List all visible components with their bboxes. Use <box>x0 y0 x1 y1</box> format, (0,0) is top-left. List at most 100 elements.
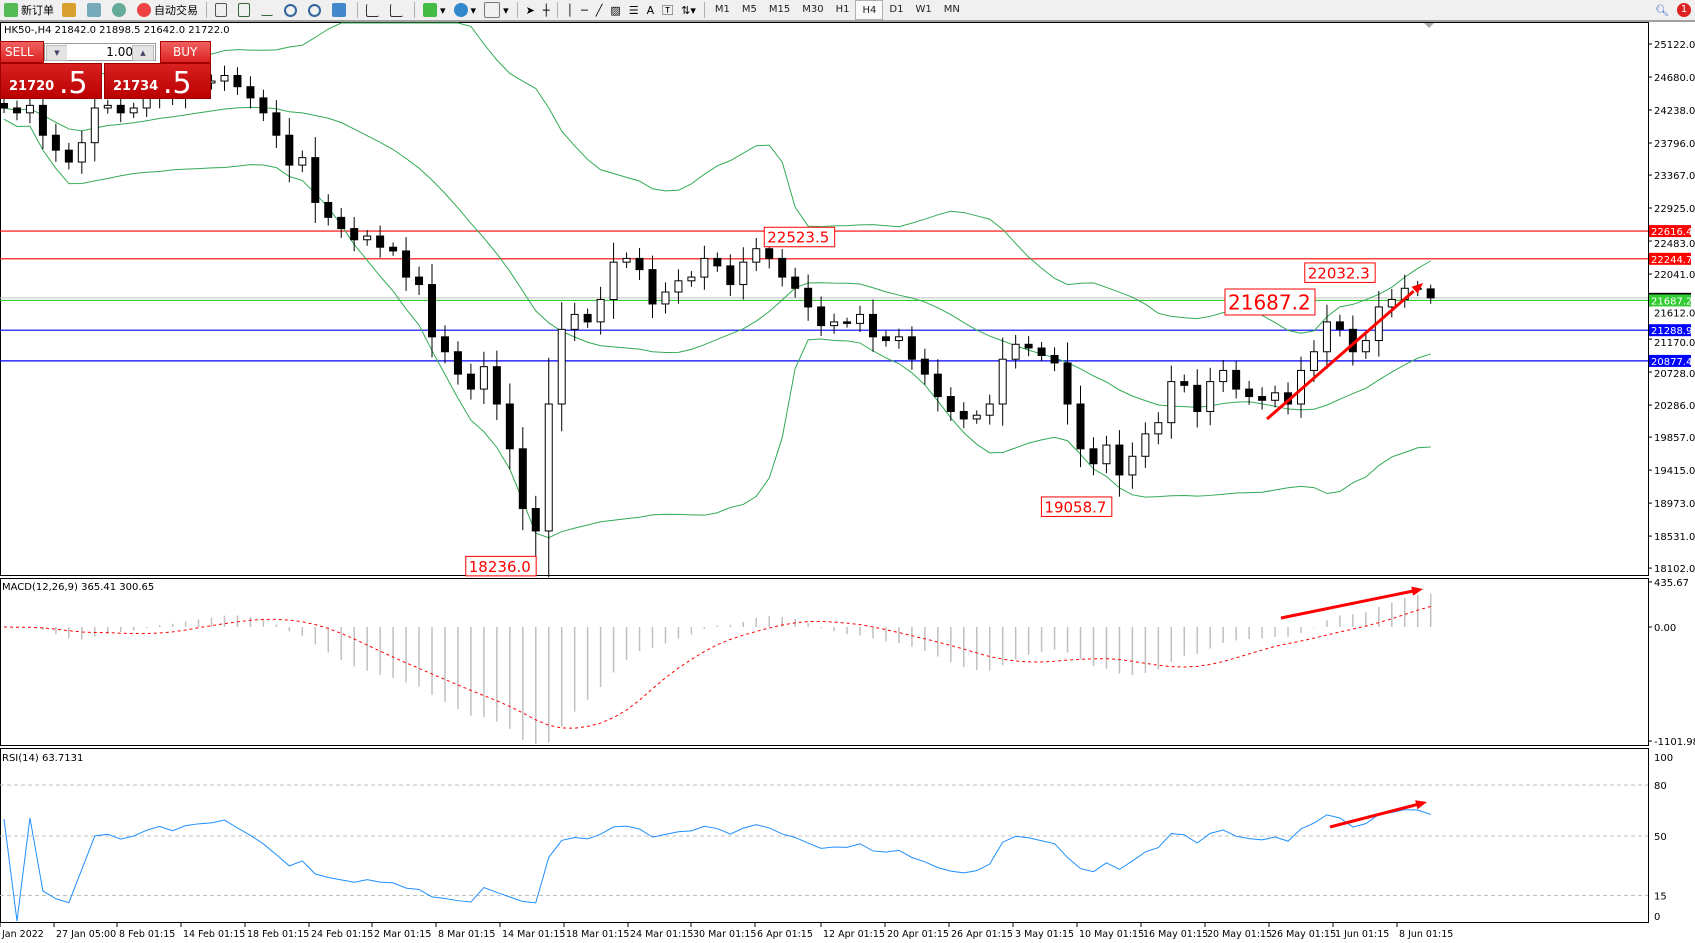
candle-chart-button[interactable] <box>234 1 257 19</box>
candle <box>674 280 683 293</box>
auto-trading-button[interactable]: 自动交易 <box>133 1 202 19</box>
timeframe-m30[interactable]: M30 <box>802 3 824 15</box>
candle <box>817 306 826 327</box>
time-axis-label: 2 Mar 01:15 <box>374 929 431 940</box>
current-price-marker <box>1649 292 1691 296</box>
candle <box>363 235 372 241</box>
signals-button[interactable] <box>108 1 133 19</box>
candle <box>12 107 21 114</box>
candle <box>752 248 761 263</box>
search-button[interactable]: 🔍︎ <box>1651 1 1673 19</box>
candle <box>713 257 722 267</box>
vertical-line-tool[interactable]: │ <box>562 1 577 19</box>
candle <box>376 235 385 248</box>
candle <box>1050 354 1059 364</box>
candle <box>609 261 618 300</box>
indicators-button[interactable]: ▾ <box>419 1 450 19</box>
candle <box>1011 343 1020 360</box>
candle <box>531 508 540 532</box>
toolbar: 新订单 自动交易 ▾ ▾ ▾ ➤ ┼ │ ─ ╱ ▨ ☰ A 🅃 ⇅▾ M1 M5… <box>0 0 1695 22</box>
auto-scroll-button[interactable] <box>362 1 386 19</box>
candle <box>337 216 346 230</box>
candle <box>843 321 852 324</box>
candle <box>0 103 8 109</box>
time-axis-label: 16 May 01:15 <box>1143 929 1208 940</box>
candle <box>791 276 800 289</box>
candle <box>1037 347 1046 356</box>
rsi-axis-label: 0 <box>1654 912 1660 923</box>
main-pane-frame <box>0 22 1649 576</box>
candle <box>492 366 501 405</box>
timeframe-h1[interactable]: H1 <box>835 3 850 15</box>
price-line-label: 20877.4 <box>1651 357 1692 368</box>
new-order-button[interactable]: 新订单 <box>0 1 58 19</box>
text-label-tool[interactable]: 🅃 <box>658 1 677 19</box>
lot-size-stepper: ▼ ▲ <box>44 43 156 61</box>
chart-info: HK50-,H4 21842.0 21898.5 21642.0 21722.0 <box>4 25 230 36</box>
line-chart-button[interactable] <box>257 1 280 19</box>
candle <box>881 336 890 342</box>
bar-chart-button[interactable] <box>211 1 234 19</box>
fibonacci-tool[interactable]: ☰ <box>625 1 643 19</box>
timeframe-d1[interactable]: D1 <box>889 3 904 15</box>
arrows-tool[interactable]: ⇅▾ <box>677 1 700 19</box>
navigator-button[interactable] <box>83 1 108 19</box>
candle <box>635 257 644 271</box>
candle <box>1063 362 1072 405</box>
price-axis-label: 22041.0 <box>1654 270 1695 281</box>
zoom-in-icon <box>284 3 297 17</box>
candle-chart-icon <box>238 3 250 17</box>
cursor-tool[interactable]: ➤ <box>522 1 539 19</box>
increase-lots-button[interactable]: ▲ <box>132 45 154 61</box>
notifications-button[interactable]: 1 <box>1673 1 1695 19</box>
candle <box>894 336 903 342</box>
candle <box>907 336 916 360</box>
bar-chart-icon <box>215 3 227 17</box>
timeframe-m5[interactable]: M5 <box>741 3 757 15</box>
templates-button[interactable]: ▾ <box>480 1 513 19</box>
periods-button[interactable]: ▾ <box>450 1 481 19</box>
price-axis-label: 18531.0 <box>1654 532 1695 543</box>
sell-button[interactable]: SELL <box>0 41 44 63</box>
zoom-out-button[interactable] <box>304 1 328 19</box>
line-chart-icon <box>261 5 273 16</box>
candle <box>25 104 34 114</box>
price-axis-label: 18973.0 <box>1654 499 1695 510</box>
timeframe-mn[interactable]: MN <box>943 3 960 15</box>
trend-arrow <box>1266 290 1415 421</box>
candle <box>804 287 813 308</box>
time-axis-label: 3 May 01:15 <box>1015 929 1074 940</box>
timeframe-w1[interactable]: W1 <box>915 3 932 15</box>
candle <box>402 250 411 278</box>
macd-trend-arrow-head <box>1411 586 1423 596</box>
template-icon <box>484 2 501 18</box>
sell-price-button[interactable]: 21720.5 <box>0 63 102 101</box>
timeframe-h4[interactable]: H4 <box>855 0 884 20</box>
time-axis-label: 20 May 01:15 <box>1207 929 1272 940</box>
decrease-lots-button[interactable]: ▼ <box>46 45 68 61</box>
candle <box>324 201 333 218</box>
macd-label: MACD(12,26,9) 365.41 300.65 <box>2 582 155 593</box>
candle <box>311 157 320 203</box>
buy-price-button[interactable]: 21734.5 <box>104 63 211 101</box>
crosshair-tool[interactable]: ┼ <box>539 1 554 19</box>
time-axis-label: 14 Feb 01:15 <box>183 929 245 940</box>
price-annotation-box <box>1304 262 1376 283</box>
timeframe-m1[interactable]: M1 <box>714 3 730 15</box>
channel-tool[interactable]: ▨ <box>606 1 624 19</box>
signal-icon <box>112 3 126 17</box>
lot-size-input[interactable] <box>67 44 133 60</box>
candle <box>1102 444 1111 465</box>
candle <box>233 75 242 88</box>
horizontal-line-tool[interactable]: ─ <box>577 1 592 19</box>
candle <box>1232 369 1241 390</box>
chart-shift-button[interactable] <box>386 1 410 19</box>
text-tool[interactable]: A <box>643 1 659 19</box>
trendline-tool[interactable]: ╱ <box>592 1 607 19</box>
timeframe-m15[interactable]: M15 <box>768 3 791 15</box>
tile-windows-button[interactable] <box>328 1 353 19</box>
buy-button[interactable]: BUY <box>160 41 211 63</box>
zoom-in-button[interactable] <box>280 1 304 19</box>
market-watch-button[interactable] <box>58 1 83 19</box>
